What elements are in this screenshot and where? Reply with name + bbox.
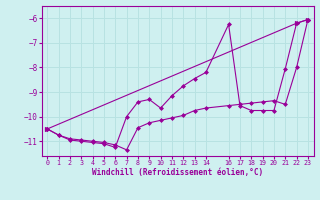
X-axis label: Windchill (Refroidissement éolien,°C): Windchill (Refroidissement éolien,°C) [92, 168, 263, 177]
